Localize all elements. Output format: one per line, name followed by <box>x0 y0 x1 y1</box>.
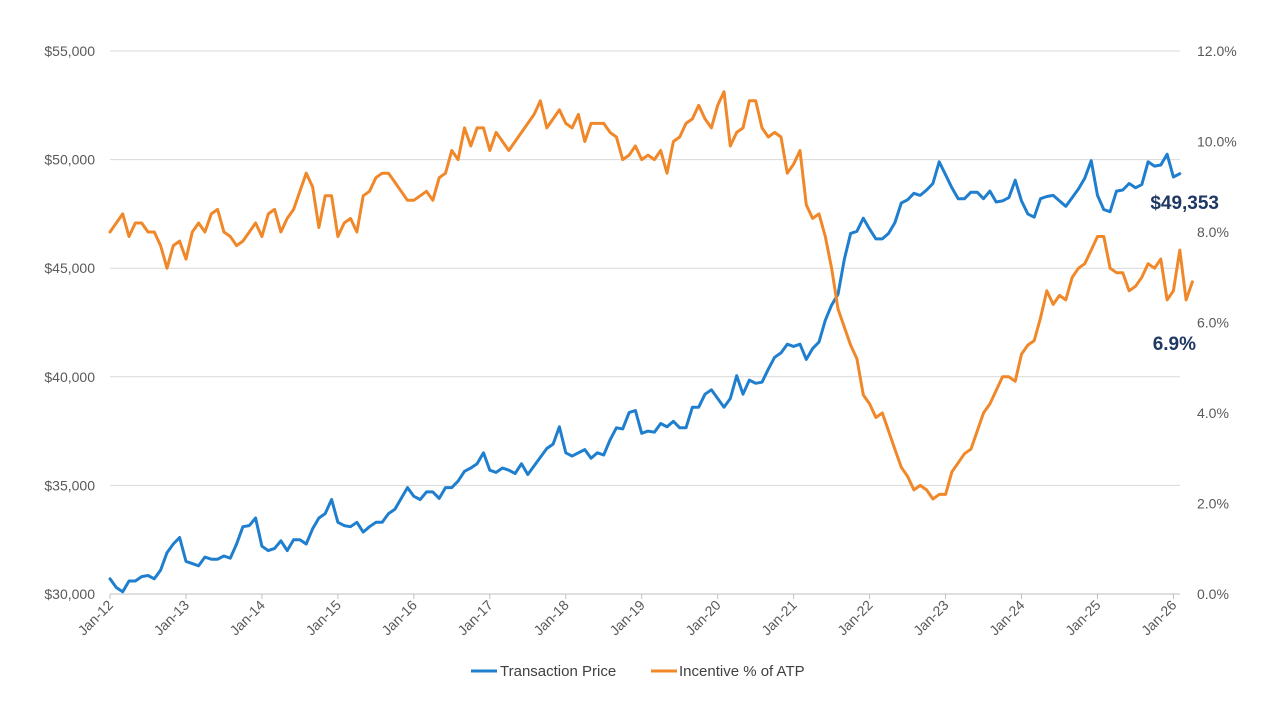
right-tick-label: 6.0% <box>1197 315 1229 331</box>
x-tick-label: Jan-21 <box>758 597 800 639</box>
x-axis: Jan-12 Jan-13 Jan-14 Jan-15 Jan-16 Jan-17 Jan-… <box>75 593 1180 639</box>
x-tick-label: Jan-15 <box>302 597 344 639</box>
x-tick-label: Jan-20 <box>682 597 724 639</box>
right-tick-label: 8.0% <box>1197 224 1229 240</box>
legend: Transaction Price Incentive % of ATP <box>471 663 805 680</box>
incentive-end-label: 6.9% <box>1153 334 1196 355</box>
right-tick-label: 10.0% <box>1197 134 1237 150</box>
x-tick-label: Jan-26 <box>1138 597 1180 639</box>
left-axis: $30,000 $35,000 $40,000 $45,000 $50,000 $55,0… <box>44 43 95 602</box>
gridlines <box>110 50 1180 595</box>
right-tick-label: 12.0% <box>1197 43 1237 59</box>
left-tick-label: $50,000 <box>44 152 95 168</box>
left-tick-label: $40,000 <box>44 369 95 385</box>
right-axis: 0.0% 2.0% 4.0% 6.0% 8.0% 10.0% 12.0% <box>1197 43 1237 602</box>
transaction-price-end-label: $49,353 <box>1150 193 1219 214</box>
incentive-line <box>108 90 1194 501</box>
x-tick-label: Jan-23 <box>910 597 952 639</box>
x-tick-label: Jan-16 <box>378 597 420 639</box>
left-tick-label: $30,000 <box>44 586 95 602</box>
x-tick-label: Jan-13 <box>150 597 192 639</box>
x-tick-label: Jan-14 <box>226 597 268 639</box>
legend-label-transaction-price: Transaction Price <box>500 663 616 680</box>
legend-label-incentive: Incentive % of ATP <box>679 663 805 680</box>
transaction-price-line <box>108 152 1182 594</box>
right-tick-label: 2.0% <box>1197 496 1229 512</box>
series <box>108 90 1194 594</box>
right-tick-label: 4.0% <box>1197 405 1229 421</box>
x-tick-label: Jan-18 <box>530 597 572 639</box>
x-tick-label: Jan-12 <box>75 597 117 639</box>
x-tick-label: Jan-25 <box>1062 597 1104 639</box>
left-tick-label: $35,000 <box>44 477 95 493</box>
right-tick-label: 0.0% <box>1197 586 1229 602</box>
left-tick-label: $55,000 <box>44 43 95 59</box>
x-tick-label: Jan-24 <box>986 597 1028 639</box>
x-tick-label: Jan-22 <box>834 597 876 639</box>
left-tick-label: $45,000 <box>44 260 95 276</box>
x-tick-label: Jan-17 <box>454 597 496 639</box>
x-tick-label: Jan-19 <box>606 597 648 639</box>
